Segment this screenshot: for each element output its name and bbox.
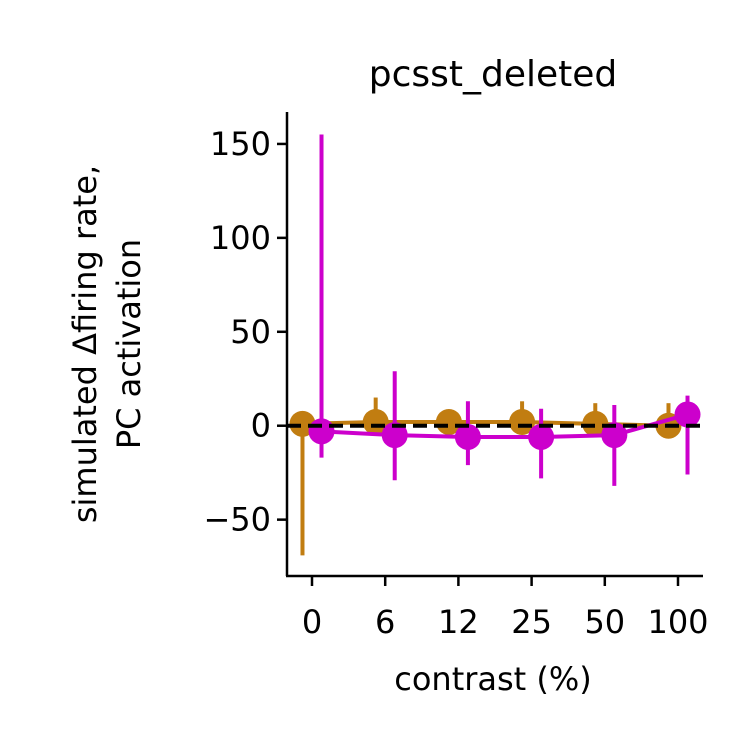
data-point [454, 423, 481, 450]
data-point [582, 410, 609, 437]
y-axis-label-line1: simulated Δfiring rate, [66, 165, 104, 523]
y-tick-label: 0 [251, 407, 271, 445]
x-tick-label: 0 [302, 603, 322, 641]
x-tick-label: 6 [375, 603, 395, 641]
data-point [362, 408, 389, 435]
x-tick-label: 50 [584, 603, 625, 641]
y-ticks: −50 0 50 100 150 [203, 125, 287, 539]
x-axis-label: contrast (%) [394, 660, 592, 698]
series-1 [308, 134, 701, 486]
x-ticks: 0 6 12 25 50 100 [302, 576, 709, 641]
x-tick-label: 12 [438, 603, 479, 641]
plot-area [287, 134, 703, 556]
y-axis-label-line2: PC activation [110, 239, 148, 449]
data-point [435, 408, 462, 435]
data-point [381, 422, 408, 449]
y-tick-label: −50 [203, 501, 271, 539]
series-0 [289, 397, 682, 556]
data-point [601, 422, 628, 449]
data-point [308, 418, 335, 445]
data-point [674, 401, 701, 428]
x-tick-label: 100 [647, 603, 708, 641]
data-point [528, 423, 555, 450]
data-point [509, 408, 536, 435]
y-tick-label: 150 [210, 125, 271, 163]
chart-title: pcsst_deleted [369, 54, 618, 95]
x-tick-label: 25 [511, 603, 552, 641]
y-tick-label: 100 [210, 219, 271, 257]
y-tick-label: 50 [230, 313, 271, 351]
